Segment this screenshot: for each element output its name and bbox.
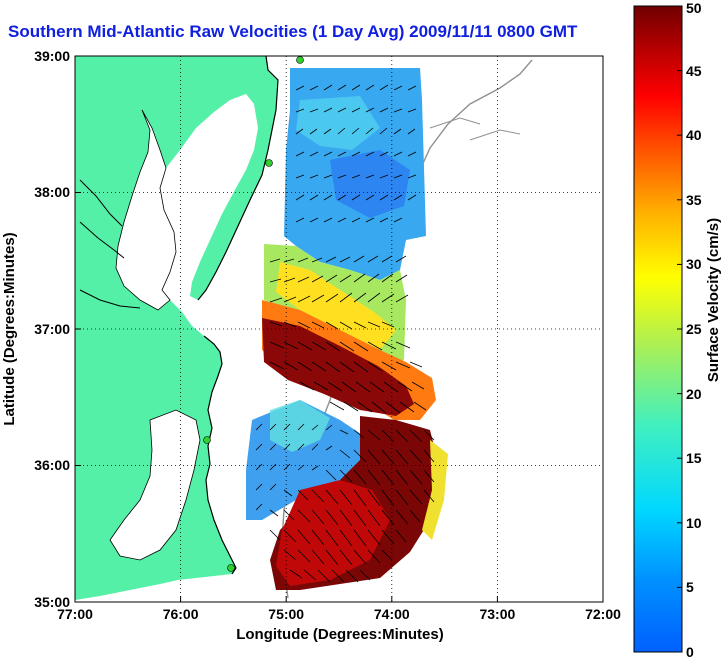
colorbar-tick-label: 45 (686, 63, 702, 79)
colorbar-tick-label: 50 (686, 0, 702, 16)
chesapeake-bay (115, 109, 177, 311)
river-james (79, 289, 141, 309)
colorbar-tick-label: 15 (686, 450, 702, 466)
lat-tick-label: 37:00 (34, 321, 70, 337)
velocity-field (246, 68, 448, 590)
lon-tick-label: 72:00 (585, 606, 621, 622)
velocity-region-south-red (276, 480, 390, 586)
lat-tick-label: 36:00 (34, 457, 70, 473)
colorbar (633, 5, 683, 653)
y-axis-label: Latitude (Degrees:Minutes) (1, 232, 18, 425)
x-axis-label: Longitude (Degrees:Minutes) (236, 626, 444, 643)
lat-tick-label: 39:00 (34, 48, 70, 64)
colorbar-tick-label: 20 (686, 386, 702, 402)
river-rappahannock (79, 221, 125, 259)
lon-tick-label: 74:00 (374, 606, 410, 622)
colorbar-label: Surface Velocity (cm/s) (705, 218, 722, 382)
coastline (197, 56, 279, 575)
lat-tick-label: 35:00 (34, 594, 70, 610)
lon-tick-label: 77:00 (57, 606, 93, 622)
colorbar-tick-label: 5 (686, 579, 694, 595)
radar-station (296, 56, 304, 64)
bathymetry-contour-inner (429, 117, 521, 141)
colorbar-tick-label: 35 (686, 192, 702, 208)
lon-tick-label: 75:00 (268, 606, 304, 622)
sound-water (109, 409, 201, 561)
lat-tick-label: 38:00 (34, 184, 70, 200)
radar-station (203, 436, 211, 444)
colorbar-tick-label: 0 (686, 644, 694, 659)
radar-station (265, 159, 273, 167)
lon-tick-label: 76:00 (163, 606, 199, 622)
colorbar-tick-label: 10 (686, 515, 702, 531)
velocity-region-south-cyan (270, 400, 330, 452)
land-mass (75, 56, 278, 600)
river-potomac (79, 179, 123, 227)
radar-stations (203, 56, 304, 572)
colorbar-tick-label: 40 (686, 127, 702, 143)
latitude-ticks: 39:00 38:00 37:00 36:00 35:00 (34, 48, 70, 610)
map-title: Southern Mid-Atlantic Raw Velocities (1 … (8, 22, 578, 41)
radar-station (227, 564, 235, 572)
lon-tick-label: 73:00 (479, 606, 515, 622)
velocity-region-strong (262, 318, 414, 416)
colorbar-tick-label: 30 (686, 256, 702, 272)
tick-marks (74, 55, 604, 603)
map-grid (75, 56, 603, 602)
velocity-vectors (255, 84, 435, 583)
colorbar-ticks: 0 5 10 15 20 25 30 35 40 45 50 (686, 0, 702, 659)
longitude-ticks: 77:00 76:00 75:00 74:00 73:00 72:00 (57, 606, 621, 622)
colorbar-tick-marks (677, 5, 682, 653)
velocity-region-north-deep (330, 150, 410, 218)
colorbar-tick-label: 25 (686, 321, 702, 337)
velocity-region-east-yellow (422, 440, 448, 540)
